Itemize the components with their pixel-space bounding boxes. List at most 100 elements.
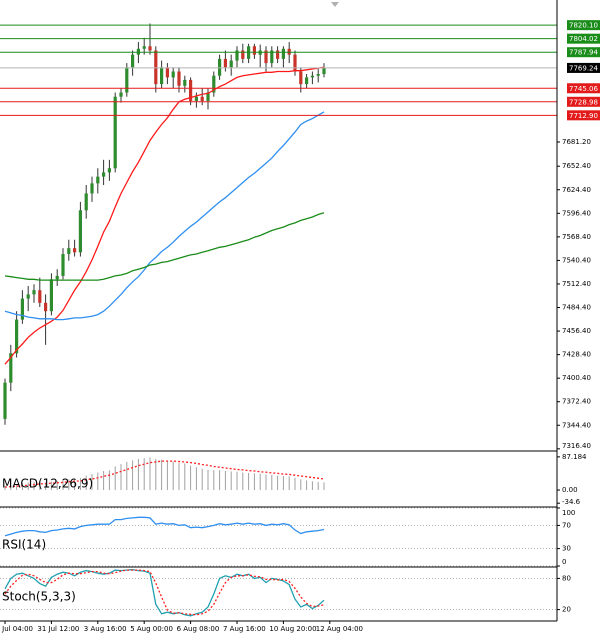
x-tick-label: 31 Jul 12:00 (37, 625, 79, 633)
y-tick-label: 7652.40 (562, 162, 591, 170)
candle-body (206, 92, 210, 101)
y-tick-label: 100 (562, 509, 575, 517)
candle-body (322, 67, 326, 75)
y-tick-label: 70 (562, 521, 571, 529)
indicator-title: Stoch(5,3,3) (2, 590, 76, 604)
level-label-box (567, 47, 600, 58)
macd-bar (149, 457, 151, 491)
macd-bar (137, 458, 139, 491)
macd-bar (213, 470, 215, 491)
macd-bar (85, 475, 87, 491)
shift-marker (331, 2, 339, 7)
candle-body (20, 298, 24, 320)
macd-bar (323, 482, 325, 491)
macd-bar (56, 480, 58, 491)
macd-bar (126, 461, 128, 491)
level-label: 7820.10 (569, 22, 598, 30)
macd-bar (207, 469, 209, 491)
y-tick-label: 7372.40 (562, 398, 591, 406)
candle-body (293, 54, 297, 72)
level-label-box (567, 20, 600, 31)
candle-body (212, 75, 216, 93)
candle-body (276, 50, 280, 59)
macd-bar (155, 458, 157, 491)
candle-body (55, 275, 59, 280)
candle-body (223, 58, 227, 68)
macd-bar (253, 473, 255, 491)
level-label-box (567, 96, 600, 107)
macd-bar (172, 461, 174, 491)
candle-body (235, 50, 239, 61)
y-tick-label: 7540.40 (562, 256, 591, 264)
macd-bar (236, 471, 238, 491)
macd-bar (16, 484, 18, 491)
plot-layer (0, 23, 557, 617)
macd-bar (50, 481, 52, 491)
macd-bar (288, 476, 290, 491)
candle-body (165, 67, 169, 78)
macd-bar (242, 472, 244, 491)
candle-body (67, 248, 71, 255)
y-tick-label: 0.00 (562, 486, 578, 494)
macd-bar (317, 482, 319, 491)
y-tick-label: 0 (562, 558, 566, 566)
candle-body (9, 353, 13, 383)
candle-body (15, 319, 19, 354)
macd-bar (265, 474, 267, 491)
indicator-title: RSI(14) (2, 538, 46, 552)
x-tick-label: 5 Aug 00:00 (130, 625, 173, 633)
macd-bar (68, 479, 70, 491)
macd-bar (271, 474, 273, 491)
macd-bar (311, 481, 313, 491)
y-tick-label: 7400.40 (562, 374, 591, 382)
x-tick-label: 10 Aug 20:00 (269, 625, 316, 633)
candle-body (107, 168, 111, 173)
indicator-line (4, 111, 325, 321)
macd-bar (114, 466, 116, 491)
macd-bar (282, 475, 284, 491)
indicator-line (4, 212, 325, 281)
macd-bar (45, 482, 47, 491)
level-label-box (567, 110, 600, 121)
macd-bar (230, 471, 232, 491)
macd-bar (4, 486, 6, 491)
candle-body (142, 46, 146, 49)
x-tick-label: 12 Aug 04:00 (316, 625, 363, 633)
macd-bar (103, 471, 105, 491)
macd-bar (294, 477, 296, 491)
candle-body (183, 79, 187, 86)
x-tick-label: 3 Aug 16:00 (84, 625, 127, 633)
candle-body (38, 290, 42, 303)
candle-body (171, 71, 175, 78)
macd-bar (79, 477, 81, 491)
candle-body (305, 77, 309, 85)
macd-bar (184, 463, 186, 491)
macd-bar (161, 459, 163, 491)
candle-body (270, 50, 274, 64)
candle-body (252, 46, 256, 55)
y-tick-label: 7596.40 (562, 209, 591, 217)
candle-body (189, 79, 193, 101)
indicator-line (4, 516, 325, 537)
candle-body (241, 50, 245, 59)
candle-body (264, 50, 268, 64)
candle-body (90, 183, 94, 194)
level-label: 7712.90 (569, 112, 598, 120)
y-tick-label: 7681.20 (562, 138, 591, 146)
level-label: 7804.02 (569, 35, 598, 43)
candle-body (177, 71, 181, 86)
candle-body (229, 60, 233, 68)
macd-bar (224, 471, 226, 491)
y-tick-label: 80 (562, 574, 571, 582)
candle-body (78, 210, 82, 253)
candle-body (73, 248, 77, 253)
y-tick-label: 7568.40 (562, 233, 591, 241)
candle-body (49, 279, 53, 312)
macd-bar (248, 472, 250, 491)
candle-body (154, 50, 158, 85)
macd-bar (143, 458, 145, 491)
macd-bar (178, 462, 180, 491)
candle-body (96, 176, 100, 184)
